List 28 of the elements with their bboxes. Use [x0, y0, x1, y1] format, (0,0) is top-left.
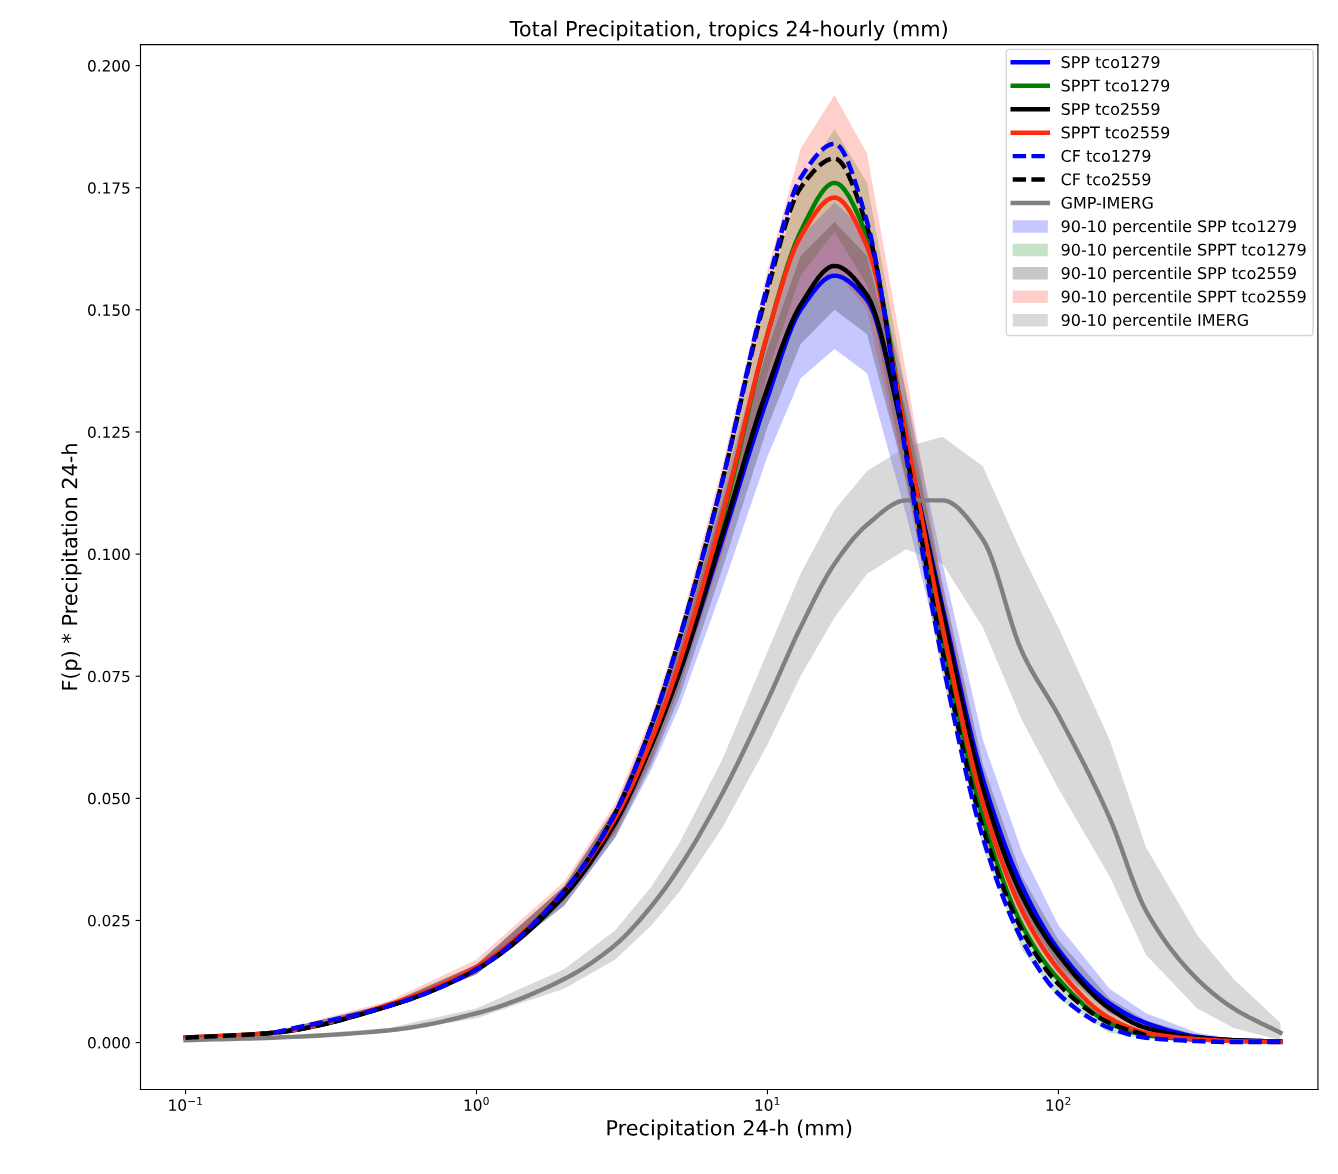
chart-title: Total Precipitation, tropics 24-hourly (mm): [509, 20, 947, 41]
y-tick-label: 0.025: [88, 914, 130, 927]
x-tick-label: 10$^{1}$: [755, 1097, 780, 1111]
legend-label: GMP-IMERG: [1061, 196, 1153, 209]
y-tick-label: 0.050: [88, 792, 130, 805]
legend-label: CF tco2559: [1061, 173, 1151, 186]
legend-label: SPPT tco1279: [1061, 79, 1170, 92]
annotation: 90-10 percentile SPP tco2559: [1061, 266, 1296, 283]
y-tick-label: 0.075: [88, 670, 130, 683]
y-tick-label: 0.100: [88, 548, 130, 561]
x-axis-title: Precipitation 24-h (mm): [607, 1119, 852, 1140]
y-tick-label: 0.125: [88, 426, 130, 438]
x-tick-label: 10$^{0}$: [464, 1096, 489, 1111]
x-tick-label: 10$^{−1}$: [169, 1097, 202, 1111]
y-tick-label: 0.175: [88, 182, 130, 194]
annotation: 90-10 percentile SPP tco1279: [1061, 219, 1296, 236]
annotation: 90-10 percentile SPPT tco2559: [1061, 290, 1306, 306]
legend-label: CF tco1279: [1061, 149, 1151, 162]
annotation: 90-10 percentile IMERG: [1061, 313, 1248, 330]
y-tick-label: 0.150: [88, 304, 130, 316]
legend-label: SPP tco2559: [1061, 102, 1160, 116]
legend-label: SPP tco1279: [1061, 56, 1160, 69]
y-tick-label: 0.200: [88, 60, 130, 72]
y-axis-title: F(p) * Precipitation 24-h: [61, 444, 82, 690]
x-tick-label: 10$^{2}$: [1046, 1096, 1071, 1111]
legend-label: SPPT tco2559: [1061, 126, 1170, 139]
y-tick-label: 0.000: [88, 1037, 130, 1049]
annotation: 90-10 percentile SPPT tco1279: [1061, 243, 1306, 259]
